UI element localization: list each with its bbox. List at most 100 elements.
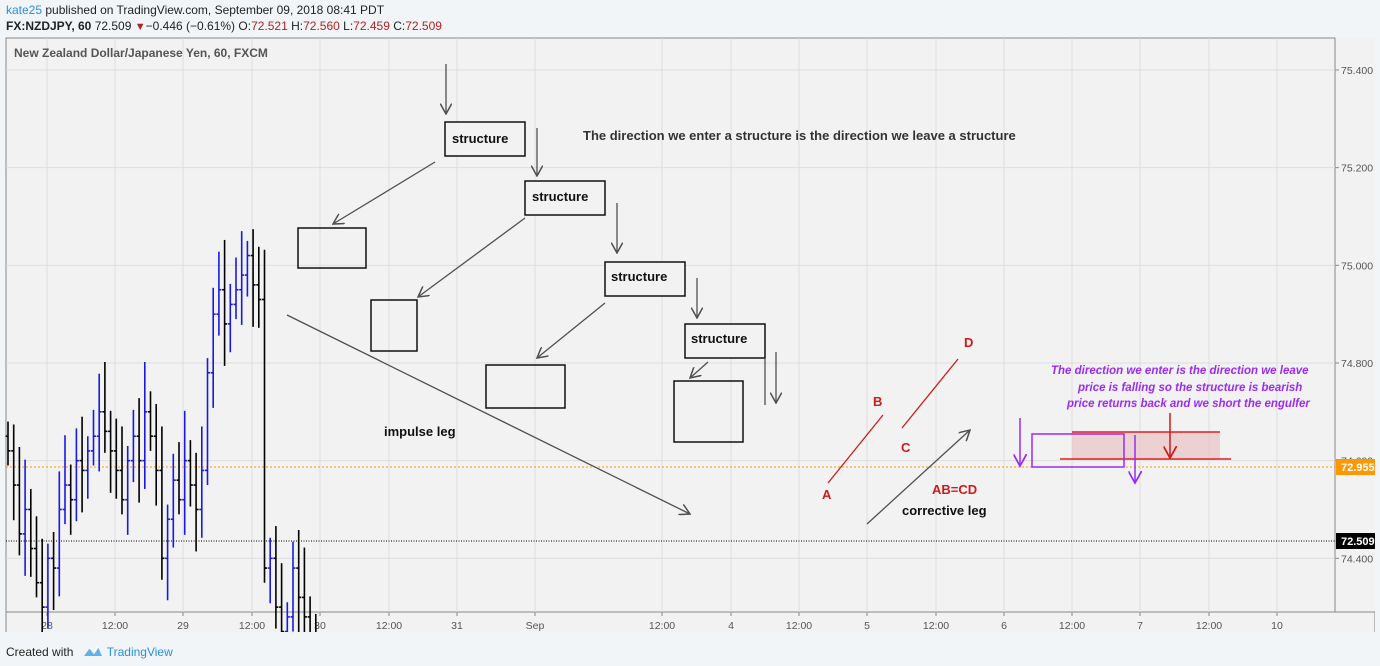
price-tick-label: 75.000 (1341, 260, 1373, 272)
time-scale[interactable] (5, 611, 1376, 635)
footer: Created with TradingView (6, 645, 173, 660)
time-tick-label: 12:00 (239, 620, 265, 632)
high-value: 72.560 (303, 19, 340, 33)
open-label: O: (238, 19, 252, 33)
down-triangle-icon: ▼ (134, 21, 146, 33)
tradingview-link[interactable]: TradingView (106, 645, 173, 659)
chart-title: New Zealand Dollar/Japanese Yen, 60, FXC… (14, 46, 268, 60)
ohlc-bar (222, 239, 228, 366)
price-tick-label: 74.800 (1341, 358, 1373, 370)
ohlc-bar (273, 526, 279, 629)
high-label: H: (291, 19, 304, 33)
point-c-label: C (901, 440, 911, 455)
structure-label-3: structure (604, 261, 686, 297)
main-note: The direction we enter a structure is th… (583, 128, 1016, 143)
price-chart[interactable]: 75.40075.20075.00074.80074.60074.40074.2… (5, 37, 1376, 666)
svg-text:72.509: 72.509 (1341, 536, 1375, 548)
time-tick-label: 12:00 (649, 620, 675, 632)
ohlc-bar (5, 421, 11, 466)
ohlc-bar (56, 471, 62, 597)
purple-note-line-1: The direction we enter is the direction … (1051, 365, 1309, 377)
author-link[interactable]: kate25 (6, 3, 43, 17)
ohlc-bar (148, 391, 153, 451)
time-tick-label: 12:00 (923, 620, 949, 632)
structure-box-2 (370, 299, 418, 352)
ohlc-bar (165, 504, 171, 601)
time-tick-label: 12:00 (1196, 620, 1222, 632)
created-with-label: Created with (6, 645, 74, 659)
ohlc-bar (250, 229, 256, 327)
price-tick-label: 75.400 (1341, 65, 1373, 77)
ohlc-bar (11, 424, 17, 521)
ohlc-bar (119, 426, 125, 515)
chart-container[interactable]: 75.40075.20075.00074.80074.60074.40074.2… (5, 37, 1376, 666)
published-text: published on TradingView.com, September … (42, 3, 385, 17)
time-tick-label: 29 (177, 620, 189, 632)
time-axis-labels: 28 12:00 29 12:00 30 12:00 31 Sep 12:00 4 12:00 5 12… (41, 612, 1283, 632)
low-value: 72.459 (353, 19, 390, 33)
time-tick-label: 30 (314, 620, 326, 632)
corrective-leg-label: corrective leg (902, 503, 987, 518)
svg-text:structure: structure (532, 189, 588, 204)
price-change: −0.446 (−0.61%) (145, 19, 236, 33)
publish-info: kate25 published on TradingView.com, Sep… (6, 3, 384, 17)
ohlc-bar (205, 358, 210, 486)
time-tick-label: Sep (526, 620, 545, 632)
ohlc-bar (85, 436, 91, 499)
ohlc-bar (216, 251, 222, 336)
ohlc-bar (256, 246, 262, 328)
plot-area[interactable] (5, 37, 1336, 613)
structure-box-3 (485, 364, 566, 409)
price-scale[interactable] (1335, 38, 1375, 612)
structure-label-1: structure (444, 121, 526, 157)
structure-label-2: structure (524, 180, 606, 216)
impulse-arrow-icon (286, 314, 690, 514)
ohlc-bar (136, 398, 142, 503)
tradingview-cloud-icon[interactable] (83, 645, 103, 660)
time-tick-label: 10 (1271, 620, 1283, 632)
svg-text:structure: structure (452, 131, 508, 146)
close-value: 72.509 (405, 19, 442, 33)
last-price-marker: 72.509 (1336, 533, 1375, 549)
ohlc-bar (153, 403, 159, 506)
ohlc-bar (96, 373, 102, 472)
time-tick-label: 12:00 (1059, 620, 1085, 632)
ohlc-bar (239, 231, 245, 325)
open-value: 72.521 (251, 19, 288, 33)
ohlc-bar (130, 409, 136, 483)
ohlc-bar (301, 547, 307, 639)
ohlc-bar (193, 452, 199, 552)
purple-structure-box (1031, 433, 1125, 468)
ohlc-bar (91, 409, 96, 466)
point-a-label: A (822, 487, 832, 502)
ohlc-bar (262, 249, 267, 583)
ohlc-bar (73, 428, 79, 522)
ohlc-bar (182, 410, 188, 535)
cd-leg-line (901, 358, 959, 429)
ohlc-bar (227, 283, 233, 353)
ohlc-bar (142, 362, 148, 489)
symbol-label: FX:NZDJPY, 60 (6, 19, 92, 33)
supply-zone (1072, 432, 1220, 460)
time-tick-label: 12:00 (102, 620, 128, 632)
time-tick-label: 12:00 (376, 620, 402, 632)
last-price: 72.509 (94, 19, 132, 33)
ohlc-bar (22, 459, 28, 576)
ohlc-bar (79, 416, 85, 513)
price-tick-label: 75.200 (1341, 163, 1373, 175)
ohlc-bar (39, 538, 45, 643)
ohlc-bar (199, 426, 205, 538)
ab-leg-line (827, 414, 884, 484)
ohlc-bar (16, 446, 22, 556)
impulse-leg-label: impulse leg (384, 424, 456, 439)
low-label: L: (343, 19, 354, 33)
time-tick-label: 28 (41, 620, 53, 632)
time-tick-label: 6 (1001, 620, 1007, 632)
down-arrows (446, 64, 776, 405)
ohlc-bar (51, 531, 57, 611)
arrow-diagonal-icon (537, 302, 606, 358)
point-b-label: B (873, 394, 882, 409)
ohlc-bar (34, 516, 39, 598)
purple-note-line-3: price returns back and we short the engu… (1066, 398, 1310, 410)
abcd-label: AB=CD (932, 482, 977, 497)
